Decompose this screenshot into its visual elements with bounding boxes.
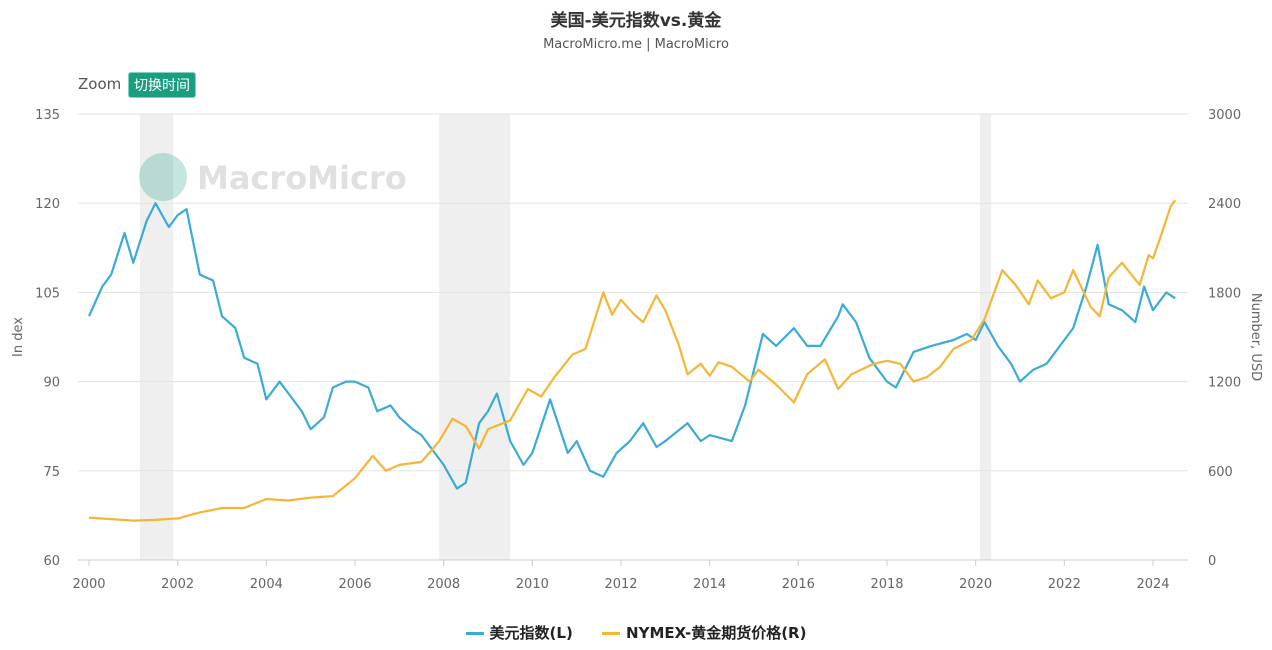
y-left-axis-title: In dex: [11, 317, 26, 357]
y-right-axis-title: Number, USD: [1248, 293, 1263, 381]
chart-subtitle: MacroMicro.me | MacroMicro: [543, 37, 729, 52]
dxy-series-line: [87, 202, 1176, 490]
y-right-tick-label: 600: [1208, 465, 1233, 480]
x-tick-label: 2006: [338, 577, 371, 592]
gold-series-line: [88, 199, 1177, 522]
x-tick-label: 2008: [427, 577, 460, 592]
x-tick-label: 2014: [693, 577, 726, 592]
x-tick-label: 2016: [782, 577, 815, 592]
legend-item-dxy[interactable]: 美元指数(L): [465, 622, 573, 643]
legend: 美元指数(L) NYMEX-黄金期货价格(R): [0, 622, 1272, 643]
recession-band: [439, 114, 511, 560]
y-right-tick-label: 3000: [1208, 108, 1241, 123]
x-tick-label: 2018: [870, 577, 903, 592]
switch-time-button[interactable]: 切换时间: [128, 72, 196, 98]
y-left-tick-label: 90: [43, 376, 60, 391]
legend-label: NYMEX-黄金期货价格(R): [626, 624, 807, 642]
y-left-tick-label: 75: [43, 465, 60, 480]
legend-item-gold[interactable]: NYMEX-黄金期货价格(R): [602, 622, 806, 643]
y-right-tick-label: 1200: [1208, 376, 1241, 391]
watermark-text: MacroMicro: [197, 159, 407, 197]
chart-title: 美国-美元指数vs.黄金: [550, 11, 722, 31]
y-left-tick-label: 135: [35, 108, 60, 123]
legend-swatch: [602, 632, 621, 635]
recession-band: [980, 114, 992, 560]
zoom-label: Zoom: [78, 75, 122, 93]
x-tick-label: 2004: [250, 577, 283, 592]
y-right-tick-label: 0: [1208, 554, 1216, 569]
x-tick-label: 2000: [72, 577, 105, 592]
recession-band: [139, 114, 174, 560]
x-tick-label: 2012: [604, 577, 637, 592]
y-left-tick-label: 60: [43, 554, 60, 569]
y-left-tick-label: 120: [35, 197, 60, 212]
watermark-logo-icon: [139, 153, 187, 201]
legend-label: 美元指数(L): [489, 624, 573, 642]
x-tick-label: 2010: [516, 577, 549, 592]
x-tick-label: 2002: [161, 577, 194, 592]
x-tick-label: 2024: [1136, 577, 1169, 592]
y-right-tick-label: 2400: [1208, 197, 1241, 212]
watermark: MacroMicro: [139, 153, 407, 201]
x-tick-label: 2022: [1048, 577, 1081, 592]
legend-swatch: [465, 632, 484, 635]
x-tick-label: 2020: [959, 577, 992, 592]
y-left-tick-label: 105: [35, 286, 60, 301]
y-right-tick-label: 1800: [1208, 286, 1241, 301]
